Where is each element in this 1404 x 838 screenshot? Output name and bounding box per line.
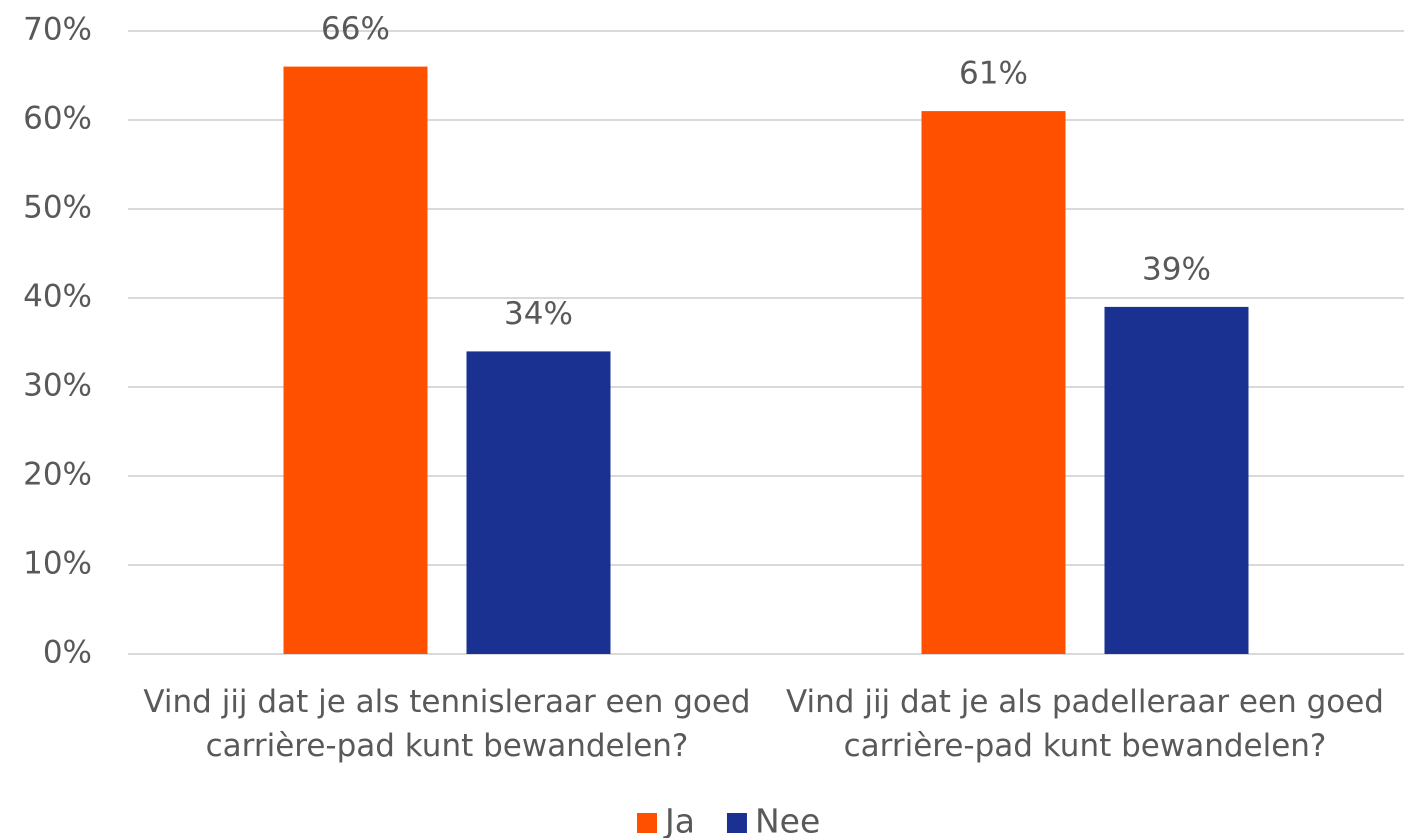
y-tick-label: 0%	[43, 635, 92, 671]
y-tick-label: 20%	[23, 457, 92, 493]
legend-swatch	[637, 813, 657, 833]
bar	[921, 111, 1066, 655]
bar	[283, 66, 428, 655]
bar	[1104, 306, 1249, 654]
y-tick-label: 40%	[23, 279, 92, 315]
bar	[466, 351, 611, 654]
x-tick-label: Vind jij dat je als tennisleraar een goe…	[143, 684, 751, 764]
y-tick-label: 70%	[23, 12, 92, 48]
data-label: 66%	[321, 11, 390, 47]
y-tick-label: 10%	[23, 546, 92, 582]
data-label: 34%	[504, 296, 573, 332]
x-tick-label: Vind jij dat je als padelleraar een goed…	[786, 684, 1384, 764]
y-tick-label: 60%	[23, 101, 92, 137]
data-label: 61%	[959, 56, 1028, 92]
legend-swatch	[726, 813, 747, 833]
y-tick-label: 50%	[23, 190, 92, 226]
data-label: 39%	[1142, 251, 1211, 287]
legend-label: Ja	[663, 802, 695, 838]
y-tick-label: 30%	[23, 368, 92, 404]
legend-label: Nee	[755, 802, 820, 838]
